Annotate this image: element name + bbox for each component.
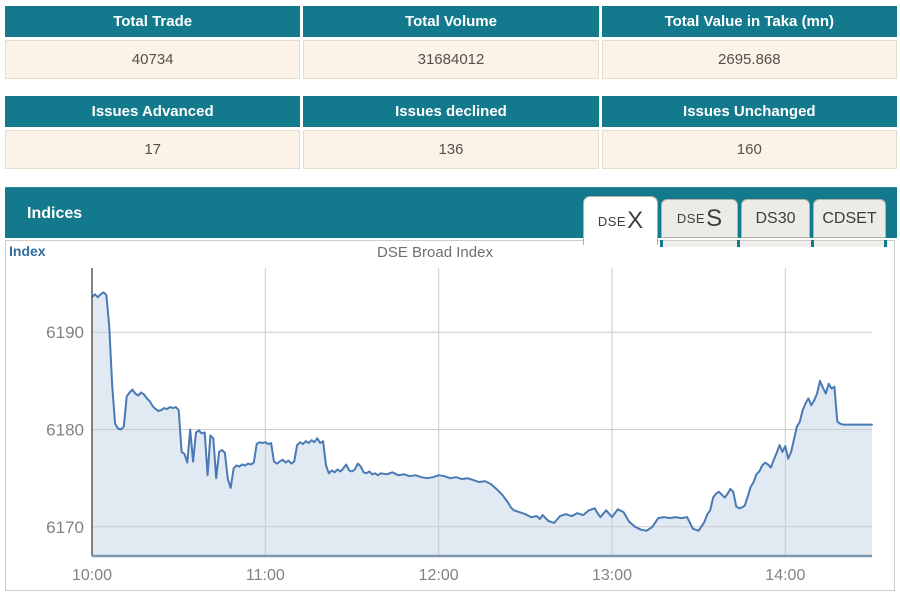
tab-cdset[interactable]: CDSET bbox=[813, 199, 886, 238]
issues-declined-header: Issues declined bbox=[303, 96, 599, 127]
dse-broad-index-area-chart: 6170 6180 6190 10:00 11:00 12:00 13:00 14:00 bbox=[46, 268, 873, 584]
svg-text:6170: 6170 bbox=[46, 518, 84, 537]
issues-unchanged-header: Issues Unchanged bbox=[601, 96, 897, 127]
tab-dses-suffix: S bbox=[706, 204, 723, 232]
tab-dsex-suffix: X bbox=[627, 207, 644, 234]
total-trade-header: Total Trade bbox=[5, 6, 301, 37]
tab-separator-tick bbox=[660, 240, 663, 247]
total-value-header: Total Value in Taka (mn) bbox=[601, 6, 897, 37]
issues-summary-table: Issues Advanced Issues declined Issues U… bbox=[5, 96, 897, 172]
tab-ds30[interactable]: DS30 bbox=[741, 199, 810, 238]
y-axis-title: Index bbox=[9, 243, 46, 259]
svg-text:10:00: 10:00 bbox=[72, 567, 112, 584]
svg-text:6190: 6190 bbox=[46, 323, 84, 342]
issues-declined-value: 136 bbox=[303, 130, 599, 169]
issues-advanced-header: Issues Advanced bbox=[5, 96, 301, 127]
tab-separator-tick bbox=[811, 240, 814, 247]
trade-summary-header-row: Total Trade Total Volume Total Value in … bbox=[5, 6, 897, 37]
trade-summary-table: Total Trade Total Volume Total Value in … bbox=[5, 6, 897, 82]
total-value-value: 2695.868 bbox=[601, 40, 897, 79]
tab-dsex-prefix: DSE bbox=[597, 213, 627, 229]
tab-dses[interactable]: DSE S bbox=[661, 199, 738, 238]
tab-dses-prefix: DSE bbox=[676, 211, 706, 226]
svg-text:6180: 6180 bbox=[46, 421, 84, 440]
issues-unchanged-value: 160 bbox=[601, 130, 897, 169]
chart-title: DSE Broad Index bbox=[377, 244, 493, 261]
issues-summary-value-row: 17 136 160 bbox=[5, 130, 897, 169]
tab-dsex[interactable]: DSE X bbox=[583, 196, 658, 245]
total-volume-header: Total Volume bbox=[303, 6, 599, 37]
svg-text:11:00: 11:00 bbox=[246, 567, 285, 584]
total-volume-value: 31684012 bbox=[303, 40, 599, 79]
total-trade-value: 40734 bbox=[5, 40, 301, 79]
svg-text:13:00: 13:00 bbox=[592, 567, 632, 584]
trade-summary-value-row: 40734 31684012 2695.868 bbox=[5, 40, 897, 79]
tab-separator-tick bbox=[884, 240, 887, 247]
svg-text:12:00: 12:00 bbox=[419, 567, 459, 584]
indices-panel-title: Indices bbox=[27, 205, 83, 222]
inactive-tabs-shadow bbox=[660, 241, 888, 247]
index-chart-panel: Index DSE Broad Index 6170 6180 6190 10:00 1… bbox=[5, 240, 895, 591]
tab-separator-tick bbox=[737, 240, 740, 247]
issues-advanced-value: 17 bbox=[5, 130, 301, 169]
issues-summary-header-row: Issues Advanced Issues declined Issues U… bbox=[5, 96, 897, 127]
svg-text:14:00: 14:00 bbox=[765, 567, 805, 584]
